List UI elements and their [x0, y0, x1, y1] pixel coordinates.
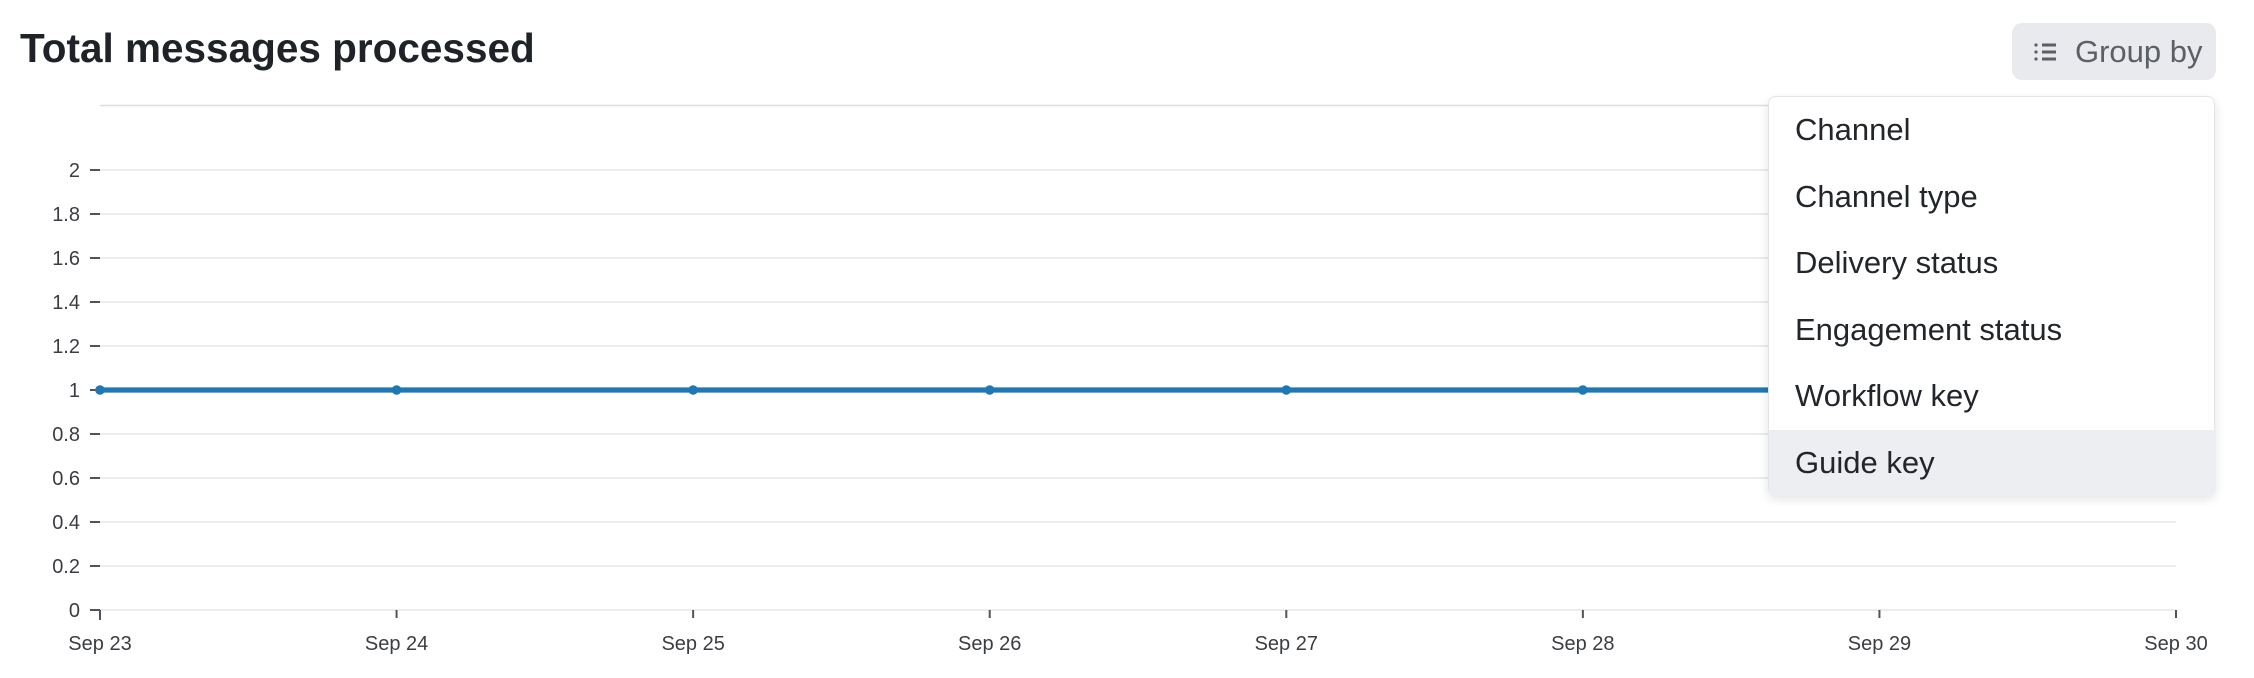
svg-text:Sep 30: Sep 30: [2144, 633, 2207, 655]
svg-text:1: 1: [69, 380, 80, 402]
svg-text:Sep 29: Sep 29: [1848, 633, 1911, 655]
svg-text:Sep 24: Sep 24: [365, 633, 428, 655]
svg-text:0.2: 0.2: [52, 556, 80, 578]
svg-text:Sep 23: Sep 23: [68, 633, 131, 655]
svg-text:1.2: 1.2: [52, 336, 80, 358]
svg-text:Sep 26: Sep 26: [958, 633, 1021, 655]
svg-text:1.8: 1.8: [52, 204, 80, 226]
svg-text:0: 0: [69, 600, 80, 622]
svg-text:1.6: 1.6: [52, 248, 80, 270]
svg-text:1.4: 1.4: [52, 292, 80, 314]
svg-text:Sep 27: Sep 27: [1255, 633, 1318, 655]
svg-text:0.6: 0.6: [52, 468, 80, 490]
svg-text:Sep 25: Sep 25: [661, 633, 724, 655]
svg-text:2: 2: [69, 160, 80, 182]
svg-text:0.4: 0.4: [52, 512, 80, 534]
svg-text:Sep 28: Sep 28: [1551, 633, 1614, 655]
svg-text:0.8: 0.8: [52, 424, 80, 446]
